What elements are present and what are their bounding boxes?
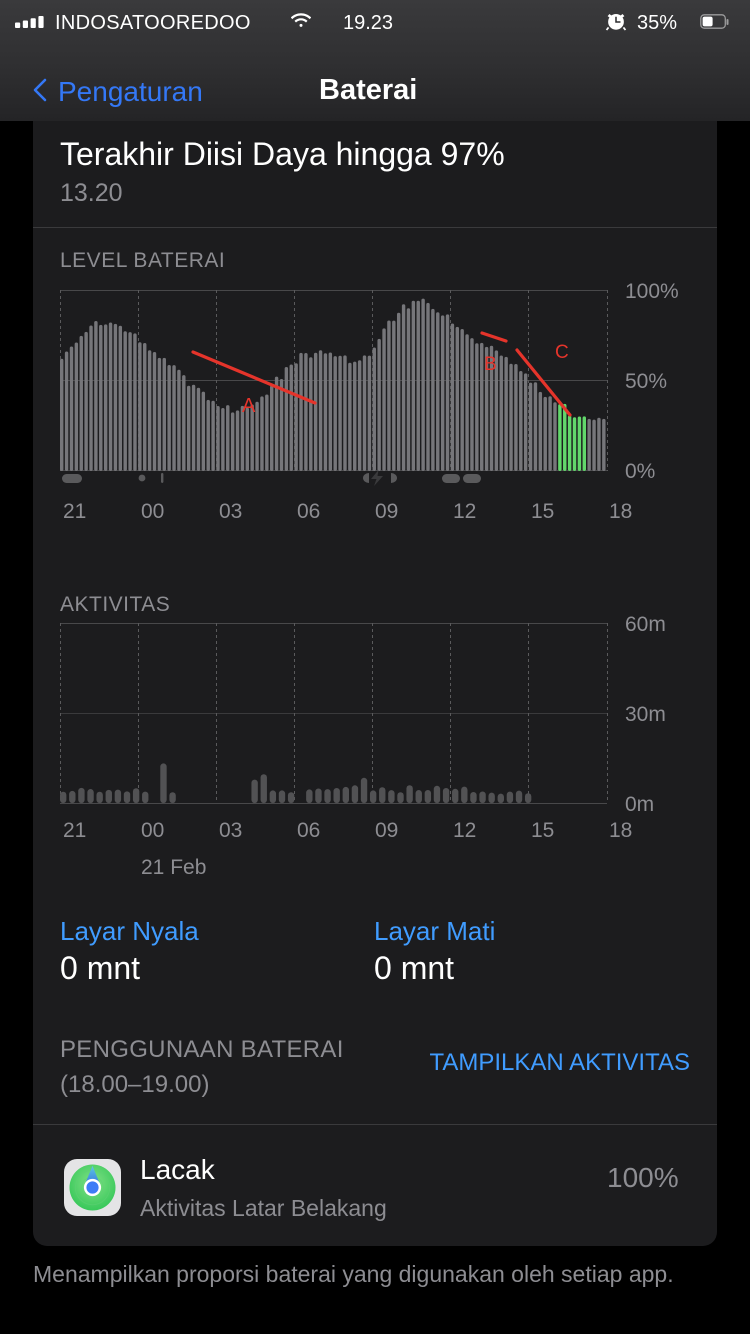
- svg-text:A: A: [242, 395, 256, 417]
- svg-text:B: B: [484, 354, 497, 375]
- svg-text:C: C: [555, 342, 569, 363]
